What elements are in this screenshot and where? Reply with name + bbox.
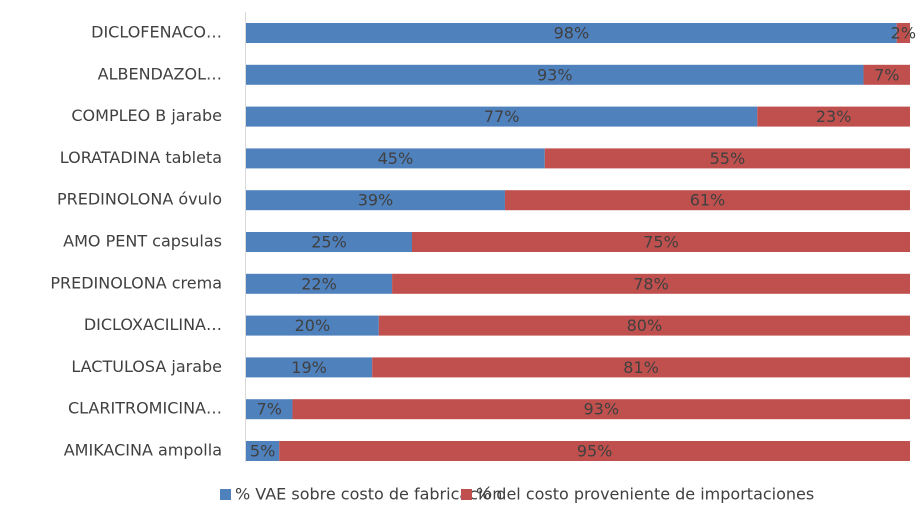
y-tick-label: ALBENDAZOL… — [98, 64, 222, 83]
bar-segment — [246, 148, 545, 169]
data-label: 93% — [583, 400, 619, 419]
y-tick-label: CLARITROMICINA… — [68, 399, 222, 418]
legend-swatch — [220, 489, 231, 500]
bar-segment — [246, 64, 864, 85]
y-tick-label: DICLOFENACO… — [91, 23, 222, 42]
bar-segment — [246, 357, 373, 378]
data-label: 5% — [250, 442, 275, 461]
data-label: 61% — [690, 191, 726, 210]
bar-segment — [246, 23, 897, 43]
bar-segment — [246, 441, 280, 461]
bar-segment — [863, 64, 910, 85]
data-label: 81% — [623, 358, 659, 377]
data-label: 80% — [627, 316, 663, 335]
bar-segment — [392, 273, 911, 294]
legend-swatch — [461, 489, 472, 500]
data-label: 7% — [257, 400, 282, 419]
data-label: 98% — [554, 24, 590, 43]
y-tick-label: AMO PENT capsulas — [63, 232, 222, 251]
bar-segment — [246, 273, 393, 294]
bar-segment — [246, 315, 379, 336]
data-label: 75% — [643, 233, 679, 252]
data-label: 93% — [537, 65, 573, 84]
data-label: 95% — [577, 442, 613, 461]
y-tick-label: AMIKACINA ampolla — [64, 441, 222, 460]
y-tick-label: LACTULOSA jarabe — [71, 357, 222, 376]
bar-segment — [246, 232, 412, 252]
data-label: 25% — [311, 233, 347, 252]
y-tick-label: COMPLEO B jarabe — [71, 106, 222, 125]
bar-segment — [372, 357, 910, 378]
y-tick-label: PREDINOLONA óvulo — [57, 190, 222, 209]
bar-segment — [246, 106, 758, 127]
bar-segment — [378, 315, 910, 336]
legend-label: % del costo proveniente de importaciones — [476, 485, 814, 504]
data-label: 2% — [891, 24, 916, 43]
data-label: 45% — [378, 149, 414, 168]
bar-segment — [544, 148, 910, 169]
y-tick-label: LORATADINA tableta — [60, 148, 222, 167]
data-label: 20% — [295, 316, 331, 335]
data-label: 55% — [710, 149, 746, 168]
data-label: 19% — [291, 358, 327, 377]
y-tick-label: PREDINOLONA crema — [50, 273, 222, 292]
bar-segment — [246, 399, 293, 420]
data-label: 22% — [301, 274, 337, 293]
data-label: 77% — [484, 107, 520, 126]
bar-segment — [246, 190, 505, 211]
y-tick-label: DICLOXACILINA… — [84, 315, 222, 334]
bar-segment — [504, 190, 910, 211]
data-label: 7% — [874, 65, 899, 84]
bar-segment — [279, 441, 910, 461]
bar-segment — [412, 232, 910, 252]
bar-segment — [896, 23, 910, 43]
data-label: 39% — [358, 191, 394, 210]
legend-label: % VAE sobre costo de fabricación — [235, 485, 502, 504]
data-label: 23% — [816, 107, 852, 126]
bar-segment — [757, 106, 910, 127]
data-label: 78% — [633, 274, 669, 293]
bar-segment — [292, 399, 911, 420]
